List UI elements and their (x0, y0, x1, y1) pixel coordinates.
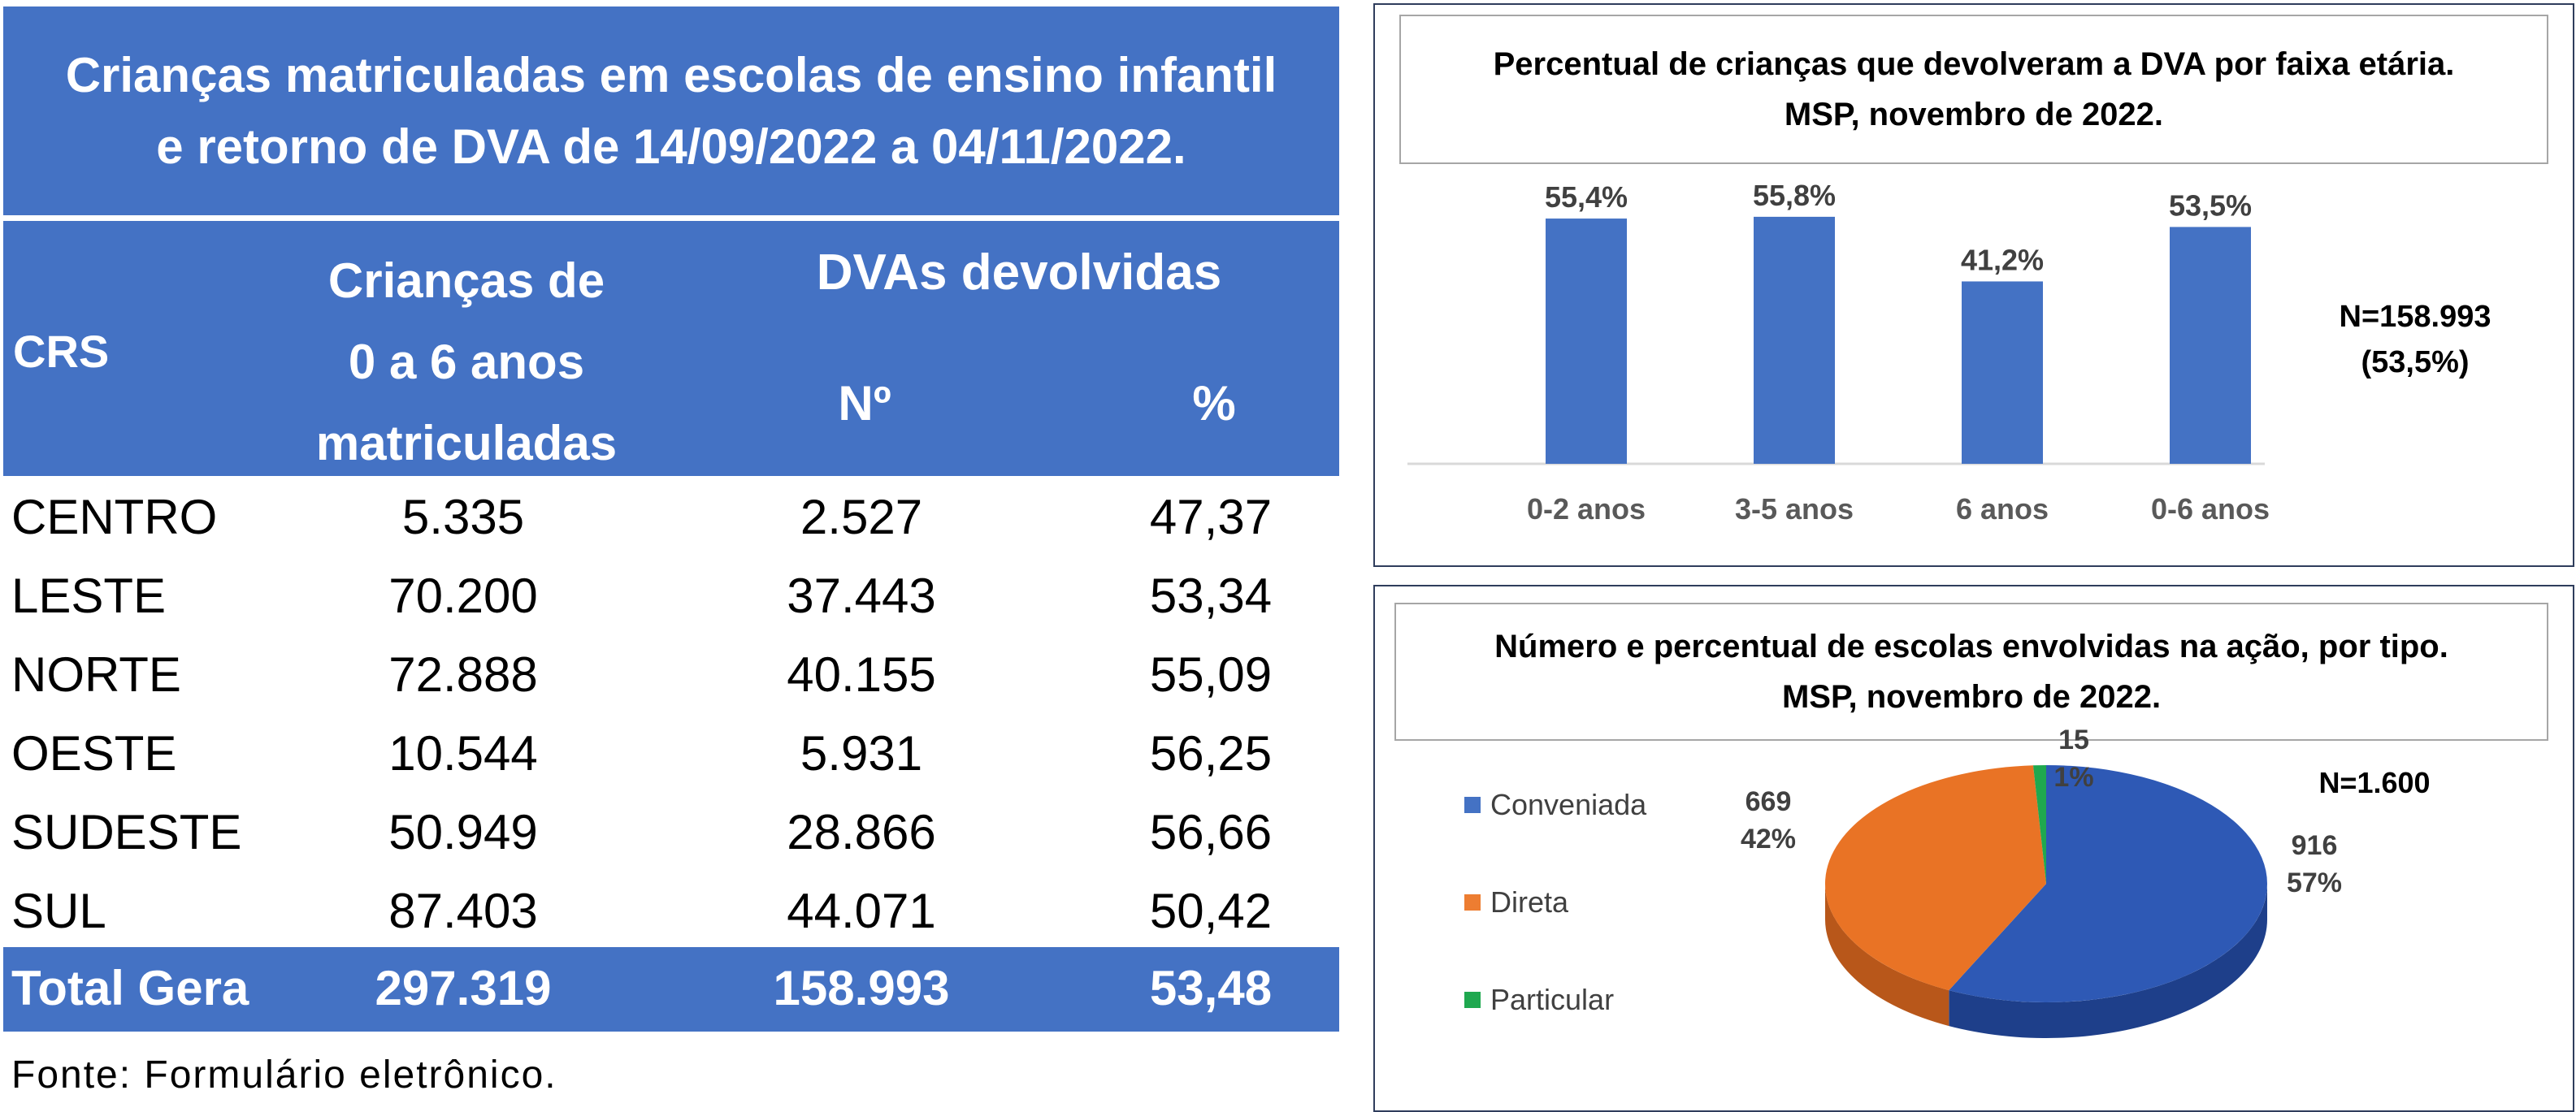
cell-percent: 50,42 (1149, 884, 1273, 938)
x-tick-label: 0-6 anos (2151, 492, 2270, 526)
cell-number: 28.866 (787, 805, 936, 859)
legend-swatch-blue (1464, 797, 1481, 813)
legend-label: Conveniada (1490, 788, 1647, 821)
header-dva-returned: DVAs devolvidas (816, 244, 1222, 301)
cell-number: 40.155 (787, 647, 936, 702)
bar-chart-panel: Percentual de crianças que devolveram a … (1373, 3, 2574, 567)
cell-crs: CENTRO (11, 490, 218, 544)
legend-item-particular: Particular (1464, 983, 1614, 1017)
cell-enrolled: 10.544 (388, 726, 538, 781)
bar-chart-n-line2: (53,5%) (2361, 345, 2470, 379)
source-note: Fonte: Formulário eletrônico. (11, 1054, 557, 1097)
header-enrolled-line2: 0 a 6 anos (348, 335, 585, 389)
legend-swatch-orange (1464, 894, 1481, 911)
cell-crs: OESTE (11, 726, 177, 781)
cell-percent: 56,66 (1149, 805, 1273, 859)
bar-chart-title-line1: Percentual de crianças que devolveram a … (1493, 46, 2455, 82)
cell-number: 37.443 (787, 569, 936, 623)
cell-enrolled: 87.403 (388, 884, 538, 938)
table-row: SUL 87.403 44.071 50,42 (0, 873, 1342, 952)
table-row: SUDESTE 50.949 28.866 56,66 (0, 794, 1342, 873)
cell-enrolled: 72.888 (388, 647, 538, 702)
table-title: Crianças matriculadas em escolas de ensi… (3, 6, 1339, 215)
pie-chart-title-line1: Número e percentual de escolas envolvida… (1494, 629, 2448, 664)
cell-number: 2.527 (800, 490, 923, 544)
cell-crs: LESTE (11, 569, 167, 623)
pie-count-label: 15 (2058, 725, 2089, 755)
cell-percent: 56,25 (1149, 726, 1273, 781)
bar-data-label: 53,5% (2169, 188, 2252, 222)
cell-number: 44.071 (787, 884, 936, 938)
bar-data-label: 41,2% (1961, 243, 2044, 276)
legend-swatch-green (1464, 992, 1481, 1008)
total-label: Total Gera (11, 961, 249, 1015)
bar-0-6-anos (2170, 227, 2251, 464)
total-enrolled: 297.319 (375, 961, 552, 1015)
table-header: CRS Crianças de 0 a 6 anos matriculadas … (3, 221, 1339, 476)
pie-slice-particular (2032, 765, 2046, 884)
cell-crs: NORTE (11, 647, 181, 702)
legend-item-conveniada: Conveniada (1464, 788, 1646, 822)
table-row: CENTRO 5.335 2.527 47,37 (0, 479, 1342, 558)
table-title-line2: e retorno de DVA de 14/09/2022 a 04/11/2… (156, 119, 1186, 174)
legend-item-direta: Direta (1464, 885, 1568, 919)
bar-chart-n-line1: N=158.993 (2339, 300, 2491, 334)
legend-label: Direta (1490, 885, 1569, 919)
total-number: 158.993 (773, 961, 950, 1015)
cell-enrolled: 70.200 (388, 569, 538, 623)
x-tick-label: 3-5 anos (1735, 492, 1854, 526)
bar-chart-n-note: N=158.993 (53,5%) (2293, 294, 2537, 385)
pie-chart-panel: Número e percentual de escolas envolvida… (1373, 585, 2574, 1112)
cell-number: 5.931 (800, 726, 923, 781)
bar-data-label: 55,8% (1753, 179, 1836, 212)
pie-side-direta (1825, 884, 1949, 1027)
table-row: LESTE 70.200 37.443 53,34 (0, 558, 1342, 637)
header-percent: % (1192, 376, 1236, 431)
cell-enrolled: 5.335 (401, 490, 525, 544)
bar-0-2-anos (1546, 219, 1627, 464)
table-total-row: Total Gera 297.319 158.993 53,48 (3, 947, 1339, 1032)
pie-count-label: 916 (2292, 830, 2338, 861)
pie-chart-title: Número e percentual de escolas envolvida… (1394, 603, 2548, 741)
bar-chart-title: Percentual de crianças que devolveram a … (1399, 15, 2548, 164)
pie-slice-conveniada (1949, 765, 2267, 1002)
bar-chart: 55,4% 0-2 anos 55,8% 3-5 anos 41,2% 6 anos 53,… (1407, 179, 2270, 526)
cell-percent: 53,34 (1149, 569, 1273, 623)
cell-percent: 55,09 (1149, 647, 1273, 702)
cell-crs: SUDESTE (11, 805, 242, 859)
bar-chart-title-line2: MSP, novembro de 2022. (1784, 97, 2164, 132)
pie-side-conveniada (1949, 884, 2267, 1038)
pie-count-label: 669 (1746, 786, 1792, 817)
pie-chart-n-note: N=1.600 (2318, 766, 2431, 799)
header-enrolled-line3: matriculadas (315, 416, 618, 470)
cell-crs: SUL (11, 884, 106, 938)
table-title-line1: Crianças matriculadas em escolas de ensi… (65, 47, 1277, 102)
table-row: OESTE 10.544 5.931 56,25 (0, 716, 1342, 794)
bar-6-anos (1962, 281, 2043, 464)
header-enrolled: Crianças de 0 a 6 anos matriculadas (280, 240, 653, 484)
pie-percent-label: 1% (2053, 762, 2093, 793)
header-crs: CRS (13, 326, 110, 377)
cell-enrolled: 50.949 (388, 805, 538, 859)
header-enrolled-line1: Crianças de (327, 253, 605, 308)
table-row: NORTE 72.888 40.155 55,09 (0, 637, 1342, 716)
pie-slice-direta (1825, 765, 2046, 991)
bar-3-5-anos (1754, 216, 1835, 464)
pie-chart-title-line2: MSP, novembro de 2022. (1781, 679, 2162, 715)
x-tick-label: 6 anos (1956, 492, 2049, 526)
header-number: Nº (838, 376, 891, 431)
pie-chart: 916 57% 669 42% 15 1% (1741, 725, 2342, 1038)
pie-percent-label: 57% (2287, 868, 2342, 898)
x-tick-label: 0-2 anos (1527, 492, 1646, 526)
pie-percent-label: 42% (1741, 824, 1796, 855)
bar-data-label: 55,4% (1545, 180, 1628, 214)
cell-percent: 47,37 (1149, 490, 1273, 544)
total-percent: 53,48 (1149, 961, 1273, 1015)
legend-label: Particular (1490, 983, 1615, 1016)
